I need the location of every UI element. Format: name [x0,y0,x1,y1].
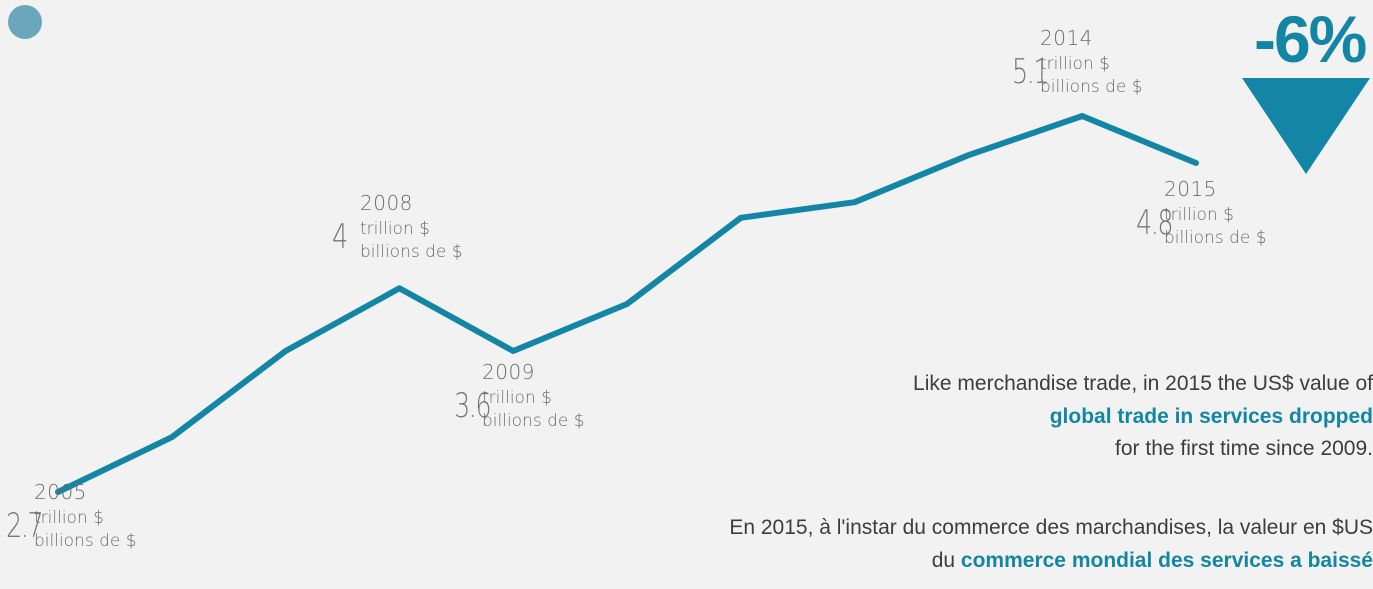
caption-english: Like merchandise trade, in 2015 the US$ … [913,368,1373,466]
label-unit-en: trillion $ [360,219,430,239]
caption-en-line1: Like merchandise trade, in 2015 the US$ … [913,372,1373,395]
label-unit-en: trillion $ [34,508,104,528]
caption-fr-prefix: du [931,548,956,572]
label-year: 2005 [34,480,87,504]
series-line [55,113,1199,495]
label-unit-en: trillion $ [482,388,552,408]
caption-en-highlight: global trade in services dropped [1049,404,1373,428]
label-unit-fr: billions de $ [482,411,585,431]
label-unit-fr: billions de $ [1040,77,1143,97]
label-value: 2.7 [6,506,44,546]
caption-fr-highlight: commerce mondial des services a baissé [960,548,1373,572]
percent-change: -6% [1254,2,1367,76]
label-unit-fr: billions de $ [360,242,463,262]
label-unit-fr: billions de $ [1164,228,1267,248]
label-year: 2014 [1040,26,1093,50]
label-unit-en: trillion $ [1040,54,1110,74]
label-value: 4.8 [1136,203,1174,243]
label-year: 2009 [482,360,535,384]
caption-fr-line1: En 2015, à l'instar du commerce des marc… [729,516,1373,539]
down-arrow-icon [1242,78,1370,174]
label-unit-fr: billions de $ [34,531,137,551]
label-year: 2008 [360,191,413,215]
caption-french: En 2015, à l'instar du commerce des marc… [729,512,1373,577]
caption-en-line3: for the first time since 2009. [1115,437,1373,461]
label-year: 2015 [1164,177,1217,201]
decorative-dot [8,5,42,39]
caption-fr-line2: du commerce mondial des services a baiss… [729,545,1373,578]
label-value: 3.6 [454,386,492,426]
label-value: 5.1 [1012,52,1050,92]
label-value: 4 [332,217,348,257]
label-unit-en: trillion $ [1164,205,1234,225]
